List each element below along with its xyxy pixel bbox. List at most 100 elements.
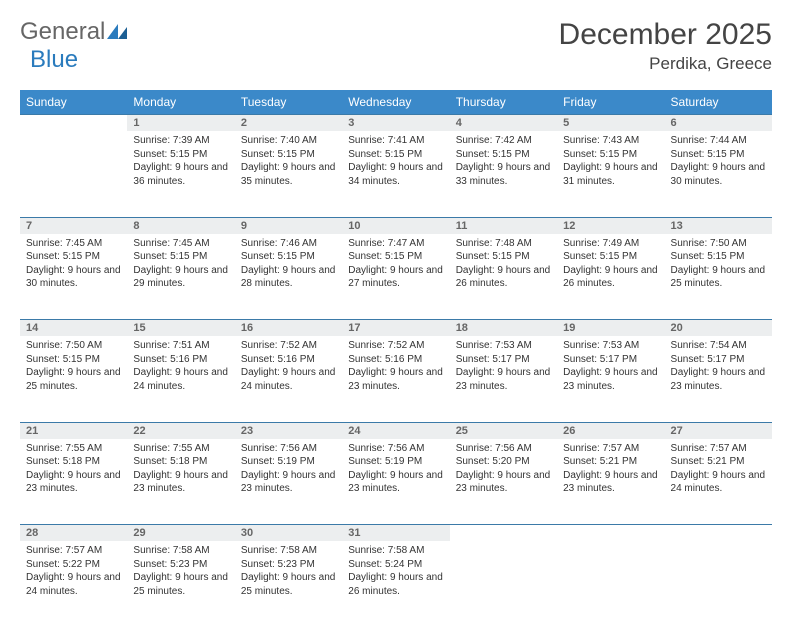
sunset-text: Sunset: 5:15 PM bbox=[563, 148, 658, 162]
sunrise-text: Sunrise: 7:55 AM bbox=[133, 442, 228, 456]
sunrise-text: Sunrise: 7:44 AM bbox=[671, 134, 766, 148]
day-number: 12 bbox=[557, 217, 664, 234]
day-number: 3 bbox=[342, 115, 449, 132]
sunset-text: Sunset: 5:19 PM bbox=[348, 455, 443, 469]
day-number: 4 bbox=[450, 115, 557, 132]
day-number-row: 14151617181920 bbox=[20, 320, 772, 337]
daylight-text: Daylight: 9 hours and 25 minutes. bbox=[133, 571, 228, 598]
page-title: December 2025 bbox=[559, 18, 772, 52]
day-header: Wednesday bbox=[342, 90, 449, 115]
day-cell-empty bbox=[20, 131, 127, 217]
day-number: 14 bbox=[20, 320, 127, 337]
sunset-text: Sunset: 5:24 PM bbox=[348, 558, 443, 572]
sunset-text: Sunset: 5:16 PM bbox=[241, 353, 336, 367]
day-cell: Sunrise: 7:58 AMSunset: 5:24 PMDaylight:… bbox=[342, 541, 449, 627]
day-number-empty bbox=[20, 115, 127, 132]
sunrise-text: Sunrise: 7:57 AM bbox=[26, 544, 121, 558]
sunset-text: Sunset: 5:18 PM bbox=[133, 455, 228, 469]
sunrise-text: Sunrise: 7:56 AM bbox=[348, 442, 443, 456]
sunset-text: Sunset: 5:15 PM bbox=[133, 250, 228, 264]
day-cell-empty bbox=[557, 541, 664, 627]
day-content-row: Sunrise: 7:45 AMSunset: 5:15 PMDaylight:… bbox=[20, 234, 772, 320]
daylight-text: Daylight: 9 hours and 25 minutes. bbox=[671, 264, 766, 291]
day-cell: Sunrise: 7:50 AMSunset: 5:15 PMDaylight:… bbox=[20, 336, 127, 422]
sunrise-text: Sunrise: 7:45 AM bbox=[26, 237, 121, 251]
day-cell: Sunrise: 7:52 AMSunset: 5:16 PMDaylight:… bbox=[235, 336, 342, 422]
sunrise-text: Sunrise: 7:56 AM bbox=[241, 442, 336, 456]
day-number: 6 bbox=[665, 115, 772, 132]
sunrise-text: Sunrise: 7:41 AM bbox=[348, 134, 443, 148]
day-number: 28 bbox=[20, 525, 127, 542]
day-cell: Sunrise: 7:57 AMSunset: 5:22 PMDaylight:… bbox=[20, 541, 127, 627]
sunrise-text: Sunrise: 7:57 AM bbox=[563, 442, 658, 456]
daylight-text: Daylight: 9 hours and 24 minutes. bbox=[671, 469, 766, 496]
sunrise-text: Sunrise: 7:52 AM bbox=[348, 339, 443, 353]
day-cell: Sunrise: 7:47 AMSunset: 5:15 PMDaylight:… bbox=[342, 234, 449, 320]
day-cell: Sunrise: 7:40 AMSunset: 5:15 PMDaylight:… bbox=[235, 131, 342, 217]
daylight-text: Daylight: 9 hours and 36 minutes. bbox=[133, 161, 228, 188]
day-number: 16 bbox=[235, 320, 342, 337]
day-cell: Sunrise: 7:52 AMSunset: 5:16 PMDaylight:… bbox=[342, 336, 449, 422]
day-number-row: 123456 bbox=[20, 115, 772, 132]
sunset-text: Sunset: 5:15 PM bbox=[241, 148, 336, 162]
sunrise-text: Sunrise: 7:53 AM bbox=[563, 339, 658, 353]
day-number: 21 bbox=[20, 422, 127, 439]
calendar-body: 123456Sunrise: 7:39 AMSunset: 5:15 PMDay… bbox=[20, 115, 772, 627]
logo: General bbox=[20, 18, 131, 46]
daylight-text: Daylight: 9 hours and 33 minutes. bbox=[456, 161, 551, 188]
sunrise-text: Sunrise: 7:54 AM bbox=[671, 339, 766, 353]
sunrise-text: Sunrise: 7:45 AM bbox=[133, 237, 228, 251]
day-cell: Sunrise: 7:45 AMSunset: 5:15 PMDaylight:… bbox=[127, 234, 234, 320]
day-cell: Sunrise: 7:50 AMSunset: 5:15 PMDaylight:… bbox=[665, 234, 772, 320]
daylight-text: Daylight: 9 hours and 31 minutes. bbox=[563, 161, 658, 188]
sunset-text: Sunset: 5:15 PM bbox=[348, 250, 443, 264]
day-number-row: 78910111213 bbox=[20, 217, 772, 234]
daylight-text: Daylight: 9 hours and 27 minutes. bbox=[348, 264, 443, 291]
day-number: 31 bbox=[342, 525, 449, 542]
daylight-text: Daylight: 9 hours and 24 minutes. bbox=[26, 571, 121, 598]
day-number: 1 bbox=[127, 115, 234, 132]
day-number-row: 28293031 bbox=[20, 525, 772, 542]
sunrise-text: Sunrise: 7:52 AM bbox=[241, 339, 336, 353]
header: General December 2025 Perdika, Greece bbox=[20, 18, 772, 74]
sunset-text: Sunset: 5:21 PM bbox=[563, 455, 658, 469]
sunset-text: Sunset: 5:20 PM bbox=[456, 455, 551, 469]
day-number: 10 bbox=[342, 217, 449, 234]
day-number: 13 bbox=[665, 217, 772, 234]
day-number: 22 bbox=[127, 422, 234, 439]
daylight-text: Daylight: 9 hours and 24 minutes. bbox=[133, 366, 228, 393]
day-number-row: 21222324252627 bbox=[20, 422, 772, 439]
sunset-text: Sunset: 5:15 PM bbox=[133, 148, 228, 162]
sunrise-text: Sunrise: 7:50 AM bbox=[26, 339, 121, 353]
sunset-text: Sunset: 5:16 PM bbox=[133, 353, 228, 367]
day-cell: Sunrise: 7:46 AMSunset: 5:15 PMDaylight:… bbox=[235, 234, 342, 320]
day-cell: Sunrise: 7:56 AMSunset: 5:20 PMDaylight:… bbox=[450, 439, 557, 525]
day-number: 7 bbox=[20, 217, 127, 234]
sunrise-text: Sunrise: 7:48 AM bbox=[456, 237, 551, 251]
sunset-text: Sunset: 5:21 PM bbox=[671, 455, 766, 469]
logo-text-2: Blue bbox=[30, 46, 78, 74]
day-cell: Sunrise: 7:57 AMSunset: 5:21 PMDaylight:… bbox=[557, 439, 664, 525]
day-number-empty bbox=[450, 525, 557, 542]
day-cell: Sunrise: 7:58 AMSunset: 5:23 PMDaylight:… bbox=[235, 541, 342, 627]
sunset-text: Sunset: 5:15 PM bbox=[241, 250, 336, 264]
day-number: 30 bbox=[235, 525, 342, 542]
daylight-text: Daylight: 9 hours and 25 minutes. bbox=[26, 366, 121, 393]
sunrise-text: Sunrise: 7:49 AM bbox=[563, 237, 658, 251]
sunrise-text: Sunrise: 7:56 AM bbox=[456, 442, 551, 456]
sunset-text: Sunset: 5:15 PM bbox=[26, 353, 121, 367]
sunset-text: Sunset: 5:17 PM bbox=[563, 353, 658, 367]
sunrise-text: Sunrise: 7:42 AM bbox=[456, 134, 551, 148]
sunrise-text: Sunrise: 7:58 AM bbox=[241, 544, 336, 558]
day-number-empty bbox=[557, 525, 664, 542]
daylight-text: Daylight: 9 hours and 26 minutes. bbox=[348, 571, 443, 598]
sunset-text: Sunset: 5:15 PM bbox=[563, 250, 658, 264]
day-cell-empty bbox=[450, 541, 557, 627]
daylight-text: Daylight: 9 hours and 26 minutes. bbox=[456, 264, 551, 291]
daylight-text: Daylight: 9 hours and 23 minutes. bbox=[133, 469, 228, 496]
sunset-text: Sunset: 5:17 PM bbox=[456, 353, 551, 367]
location-label: Perdika, Greece bbox=[559, 54, 772, 74]
sunset-text: Sunset: 5:18 PM bbox=[26, 455, 121, 469]
sunset-text: Sunset: 5:15 PM bbox=[456, 148, 551, 162]
sunset-text: Sunset: 5:15 PM bbox=[671, 148, 766, 162]
